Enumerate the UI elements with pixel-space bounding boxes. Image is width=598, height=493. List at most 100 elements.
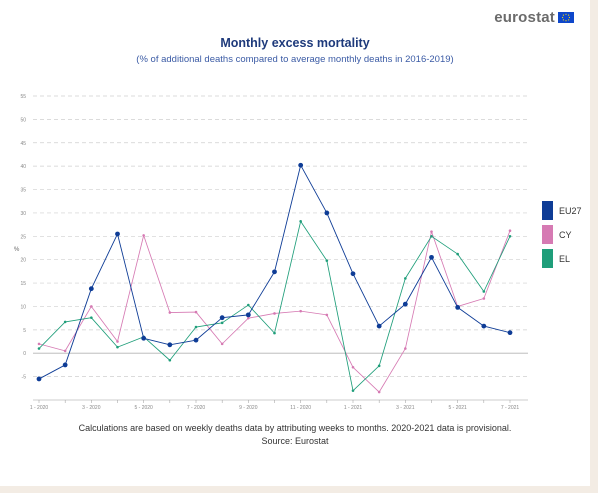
data-point-cy (430, 230, 433, 233)
data-point-cy (142, 234, 145, 237)
y-tick-label: 25 (20, 234, 26, 240)
x-tick-label: 3 - 2021 (396, 405, 415, 411)
data-point-cy (404, 347, 407, 350)
y-tick-label: 35 (20, 188, 26, 194)
x-axis-ticks: 1 - 2020 3 - 2020 5 - 2020 7 - 2020 9 - 2020… (30, 400, 520, 411)
x-tick-label: 7 - 2021 (501, 405, 520, 411)
series-el (37, 220, 512, 392)
line-chart: -5 0 5 10 15 20 25 30 35 40 45 50 55 1 - 2020 3 - 202… (14, 94, 528, 411)
y-tick-label: 30 (20, 211, 26, 217)
x-tick-label: 9 - 2020 (239, 405, 258, 411)
data-point-el (194, 325, 198, 329)
x-tick-label: 5 - 2020 (134, 405, 153, 411)
legend-item-el[interactable]: EL (542, 249, 582, 268)
legend-label-cy: CY (559, 229, 572, 240)
data-point-cy (90, 305, 93, 308)
legend: EU27 CY EL (542, 201, 582, 273)
data-point-eu27 (115, 231, 120, 237)
data-point-cy (351, 365, 355, 369)
data-point-el (299, 220, 302, 223)
data-point-eu27 (62, 362, 68, 368)
data-point-el (220, 321, 224, 325)
x-tick-label: 1 - 2020 (30, 405, 49, 411)
data-point-el (37, 347, 41, 350)
data-point-eu27 (141, 335, 147, 341)
data-point-eu27 (507, 330, 513, 336)
legend-swatch-eu27 (542, 201, 553, 220)
x-tick-label: 5 - 2021 (448, 405, 467, 411)
data-point-eu27 (350, 271, 356, 277)
series-line-cy (38, 230, 511, 393)
data-point-el (482, 290, 486, 293)
series-line-el (38, 220, 511, 392)
x-tick-label: 11 - 2020 (290, 405, 311, 411)
footnote-source: Source: Eurostat (261, 436, 329, 446)
data-point-el (116, 345, 119, 349)
y-tick-label: 45 (20, 141, 26, 147)
data-point-cy (482, 297, 486, 300)
chart-subtitle: (% of additional deaths compared to aver… (136, 54, 454, 65)
y-tick-label: 55 (20, 94, 26, 100)
y-tick-label: 0 (23, 351, 26, 357)
footnote-line-1: Calculations are based on weekly deaths … (78, 423, 512, 433)
data-point-eu27 (167, 342, 173, 348)
data-point-eu27 (193, 337, 199, 343)
legend-label-el: EL (559, 253, 571, 264)
y-axis-label: % (14, 247, 20, 253)
data-point-eu27 (481, 323, 487, 329)
footnote: Calculations are based on weekly deaths … (0, 422, 590, 448)
data-point-cy (63, 349, 67, 353)
eurostat-logo[interactable]: eurostat (494, 9, 574, 26)
chart-title: Monthly excess mortality (220, 36, 370, 50)
data-point-cy (377, 390, 381, 394)
data-point-el (351, 389, 355, 392)
data-point-el (168, 358, 172, 362)
data-point-cy (116, 340, 119, 343)
series-eu27 (36, 162, 513, 382)
series-lines (36, 162, 513, 394)
chart-card: eurostat Monthly excess mortality (% of … (0, 0, 590, 486)
data-point-cy (508, 229, 512, 232)
legend-item-cy[interactable]: CY (542, 225, 582, 244)
data-point-eu27 (376, 323, 382, 329)
data-point-eu27 (324, 210, 330, 216)
legend-swatch-cy (542, 225, 553, 244)
data-point-cy (247, 316, 250, 320)
data-point-el (404, 277, 407, 280)
data-point-eu27 (298, 162, 304, 168)
data-point-cy (37, 342, 41, 346)
y-tick-label: 20 (20, 258, 26, 264)
legend-label-eu27: EU27 (559, 205, 582, 216)
y-tick-label: 15 (20, 281, 26, 287)
data-point-eu27 (402, 301, 408, 307)
data-point-eu27 (88, 286, 94, 292)
y-tick-label: -5 (22, 375, 27, 381)
data-point-eu27 (429, 254, 434, 260)
data-point-el (456, 252, 459, 256)
data-point-el (430, 235, 433, 238)
data-point-cy (194, 310, 198, 314)
x-tick-label: 3 - 2020 (82, 405, 101, 411)
data-point-eu27 (219, 315, 225, 321)
y-tick-label: 40 (20, 164, 26, 170)
data-point-el (63, 320, 67, 324)
eu-flag-icon (558, 12, 574, 23)
grid-lines (33, 95, 528, 401)
data-point-el (508, 235, 512, 238)
data-point-cy (299, 309, 302, 313)
data-point-eu27 (455, 304, 461, 310)
y-axis-ticks: -5 0 5 10 15 20 25 30 35 40 45 50 55 (20, 94, 26, 381)
data-point-el (247, 303, 250, 307)
data-point-el (377, 364, 381, 368)
data-point-eu27 (245, 312, 251, 318)
data-point-cy (220, 342, 224, 346)
data-point-cy (168, 311, 172, 314)
legend-item-eu27[interactable]: EU27 (542, 201, 582, 220)
data-point-cy (325, 313, 329, 317)
data-point-eu27 (36, 376, 42, 382)
logo-text: eurostat (494, 9, 555, 26)
data-point-el (273, 331, 276, 335)
x-tick-label: 1 - 2021 (344, 405, 363, 411)
legend-swatch-el (542, 249, 553, 268)
y-tick-label: 10 (20, 304, 26, 310)
